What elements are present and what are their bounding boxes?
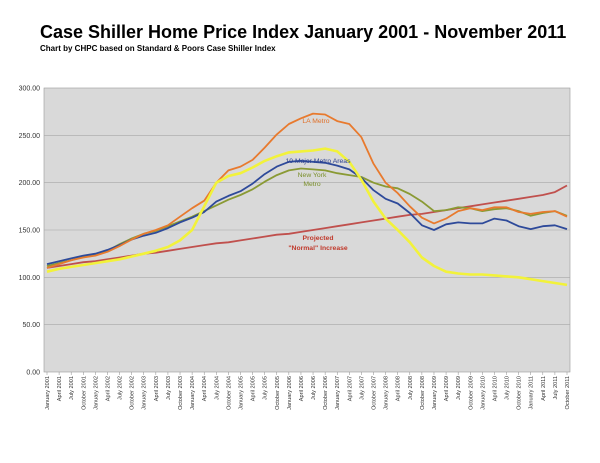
- x-tick-label: April 2010: [492, 376, 498, 401]
- y-axis-ticks: 0.00 50.00 100.00 150.00 200.00 250.00 300.00: [19, 86, 41, 377]
- x-tick-label: October 2001: [81, 376, 87, 410]
- x-tick-label: July 2009: [456, 376, 462, 400]
- x-tick-label: January 2009: [432, 376, 438, 410]
- x-tick-label: January 2008: [384, 376, 390, 410]
- x-tick-label: July 2010: [505, 376, 511, 400]
- x-axis-ticks: January 2001 April 2001 July 2001 October 2…: [45, 372, 571, 410]
- annotations: LA Metro 10 Major Metro Areas New York Metr…: [286, 118, 352, 252]
- x-tick-label: January 2005: [238, 376, 244, 410]
- x-tick-label: April 2011: [541, 376, 547, 401]
- y-tick-label: 150.00: [19, 228, 41, 235]
- x-tick-label: January 2010: [480, 376, 486, 410]
- annotation-label: LA Metro: [302, 118, 329, 125]
- series-lines: [46, 112, 568, 287]
- x-tick-label: July 2005: [263, 376, 269, 400]
- x-tick-label: July 2011: [553, 376, 559, 400]
- x-tick-label: January 2001: [45, 376, 51, 410]
- x-tick-label: October 2010: [517, 376, 523, 410]
- x-tick-label: October 2002: [130, 376, 136, 410]
- y-tick-label: 100.00: [19, 275, 41, 282]
- series-line-la: [46, 112, 568, 269]
- x-tick-label: January 2004: [190, 376, 196, 410]
- x-tick-label: October 2007: [372, 376, 378, 410]
- x-tick-label: April 2002: [105, 376, 111, 401]
- chart-title: Case Shiller Home Price Index January 20…: [40, 22, 567, 42]
- x-tick-label: July 2003: [166, 376, 172, 400]
- x-tick-label: October 2003: [178, 376, 184, 410]
- y-tick-label: 200.00: [19, 180, 41, 187]
- x-tick-label: April 2007: [347, 376, 353, 401]
- chart-subtitle: Chart by CHPC based on Standard & Poors …: [40, 44, 276, 53]
- gridlines: [44, 135, 570, 325]
- x-tick-label: April 2001: [57, 376, 63, 401]
- x-tick-label: April 2004: [202, 376, 208, 401]
- x-tick-label: July 2004: [214, 376, 220, 400]
- y-tick-label: 300.00: [19, 86, 41, 93]
- x-tick-label: July 2008: [408, 376, 414, 400]
- series-line-yellow: [46, 147, 568, 287]
- y-tick-label: 0.00: [26, 370, 40, 377]
- x-tick-label: January 2011: [529, 376, 535, 409]
- x-tick-label: October 2008: [420, 376, 426, 410]
- x-tick-label: October 2009: [468, 376, 474, 410]
- x-tick-label: January 2002: [93, 376, 99, 410]
- x-tick-label: October 2006: [323, 376, 329, 410]
- x-tick-label: April 2008: [396, 376, 402, 401]
- x-tick-label: July 2002: [118, 376, 124, 400]
- annotation-label: Projected: [303, 235, 334, 242]
- annotation-label: Metro: [303, 181, 321, 188]
- annotation-label: New York: [298, 172, 327, 179]
- x-tick-label: October 2004: [226, 376, 232, 410]
- x-tick-label: July 2007: [359, 376, 365, 400]
- x-tick-label: April 2006: [299, 376, 305, 401]
- annotation-label: 10 Major Metro Areas: [286, 158, 352, 165]
- x-tick-label: April 2005: [251, 376, 257, 401]
- x-tick-label: April 2003: [154, 376, 160, 401]
- x-tick-label: October 2005: [275, 376, 281, 410]
- x-tick-label: July 2001: [69, 376, 75, 400]
- y-tick-label: 250.00: [19, 133, 41, 140]
- x-tick-label: October 2011: [565, 376, 571, 409]
- y-tick-label: 50.00: [22, 322, 40, 329]
- annotation-label: "Normal" Increase: [288, 245, 348, 252]
- x-tick-label: January 2007: [335, 376, 341, 410]
- x-tick-label: January 2003: [142, 376, 148, 410]
- x-tick-label: July 2006: [311, 376, 317, 400]
- x-tick-label: April 2009: [444, 376, 450, 401]
- x-tick-label: January 2006: [287, 376, 293, 410]
